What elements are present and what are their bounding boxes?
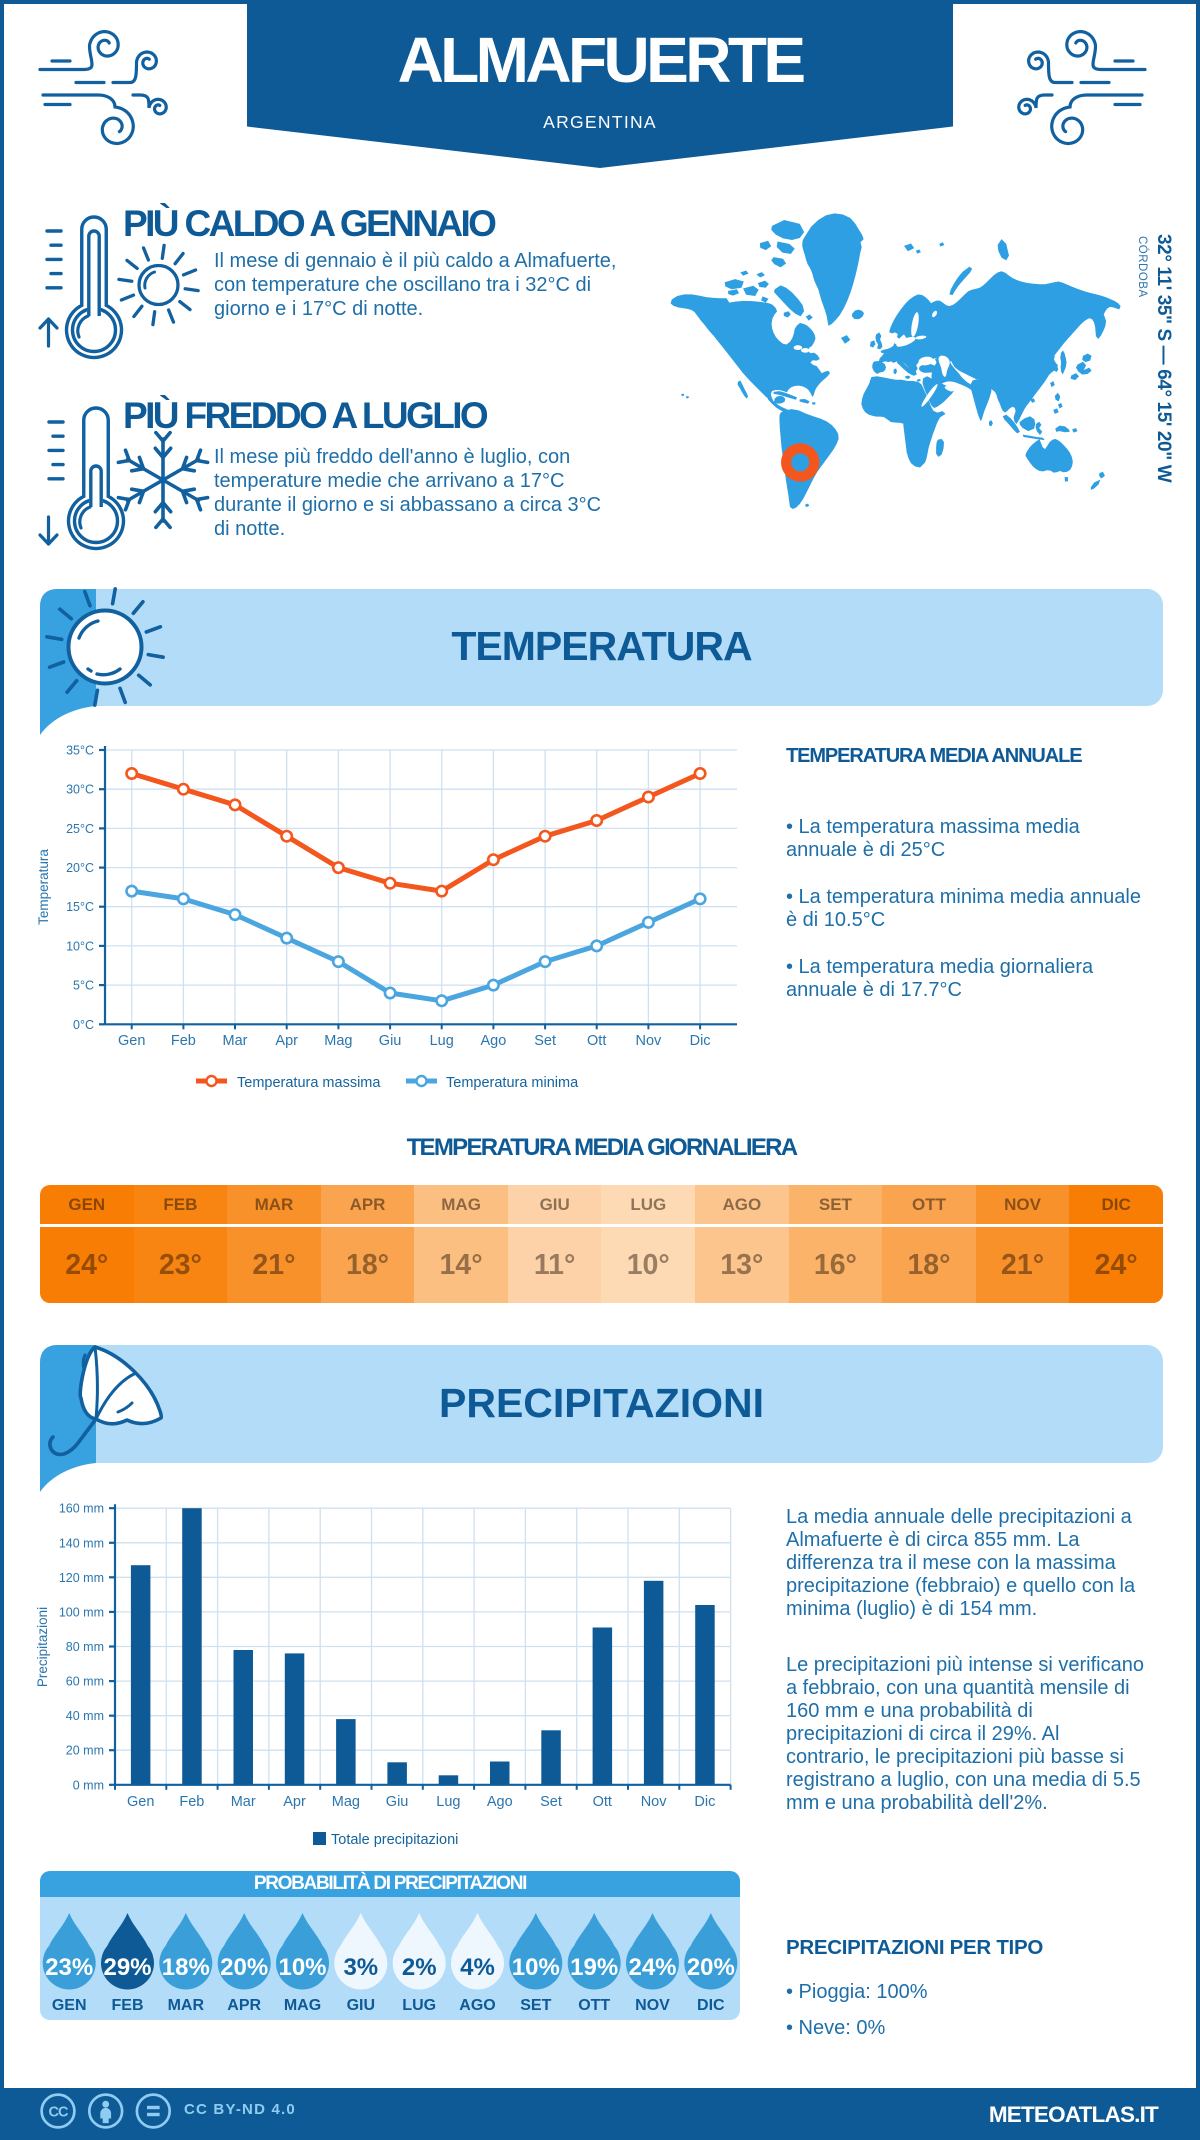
svg-text:0 mm: 0 mm (73, 1778, 104, 1792)
svg-text:0°C: 0°C (73, 1018, 94, 1032)
svg-text:Mar: Mar (223, 1033, 248, 1049)
svg-text:Ago: Ago (480, 1033, 506, 1049)
svg-text:Ott: Ott (593, 1794, 612, 1810)
svg-text:Apr: Apr (283, 1794, 306, 1810)
svg-text:140 mm: 140 mm (59, 1536, 104, 1550)
svg-text:Gen: Gen (118, 1033, 145, 1049)
svg-text:20°C: 20°C (66, 861, 94, 875)
svg-text:Giu: Giu (379, 1033, 402, 1049)
svg-text:20 mm: 20 mm (66, 1744, 104, 1758)
svg-text:30°C: 30°C (66, 783, 94, 797)
svg-text:Feb: Feb (179, 1794, 204, 1810)
svg-text:15°C: 15°C (66, 900, 94, 914)
svg-text:80 mm: 80 mm (66, 1640, 104, 1654)
svg-text:40 mm: 40 mm (66, 1709, 104, 1723)
svg-text:5°C: 5°C (73, 979, 94, 993)
svg-text:Lug: Lug (430, 1033, 454, 1049)
svg-text:Totale precipitazioni: Totale precipitazioni (331, 1832, 458, 1848)
svg-text:Mag: Mag (324, 1033, 352, 1049)
svg-text:160 mm: 160 mm (59, 1502, 104, 1516)
svg-text:120 mm: 120 mm (59, 1571, 104, 1585)
svg-text:Apr: Apr (275, 1033, 298, 1049)
svg-text:60 mm: 60 mm (66, 1675, 104, 1689)
svg-text:Feb: Feb (171, 1033, 196, 1049)
svg-text:Giu: Giu (386, 1794, 409, 1810)
svg-text:Precipitazioni: Precipitazioni (35, 1607, 50, 1687)
svg-text:Dic: Dic (694, 1794, 715, 1810)
svg-text:10°C: 10°C (66, 939, 94, 953)
svg-text:Nov: Nov (641, 1794, 668, 1810)
svg-text:Ott: Ott (587, 1033, 606, 1049)
svg-text:Lug: Lug (436, 1794, 460, 1810)
svg-text:100 mm: 100 mm (59, 1605, 104, 1619)
svg-text:Temperatura massima: Temperatura massima (237, 1075, 381, 1091)
svg-text:Gen: Gen (127, 1794, 154, 1810)
svg-text:35°C: 35°C (66, 744, 94, 758)
svg-text:Nov: Nov (636, 1033, 663, 1049)
svg-text:25°C: 25°C (66, 822, 94, 836)
svg-text:Temperatura minima: Temperatura minima (446, 1075, 579, 1091)
svg-text:Set: Set (540, 1794, 562, 1810)
svg-text:Dic: Dic (690, 1033, 711, 1049)
svg-text:Temperatura: Temperatura (36, 849, 51, 925)
svg-text:Set: Set (534, 1033, 556, 1049)
svg-text:Ago: Ago (487, 1794, 513, 1810)
svg-text:Mar: Mar (231, 1794, 256, 1810)
svg-text:Mag: Mag (332, 1794, 360, 1810)
